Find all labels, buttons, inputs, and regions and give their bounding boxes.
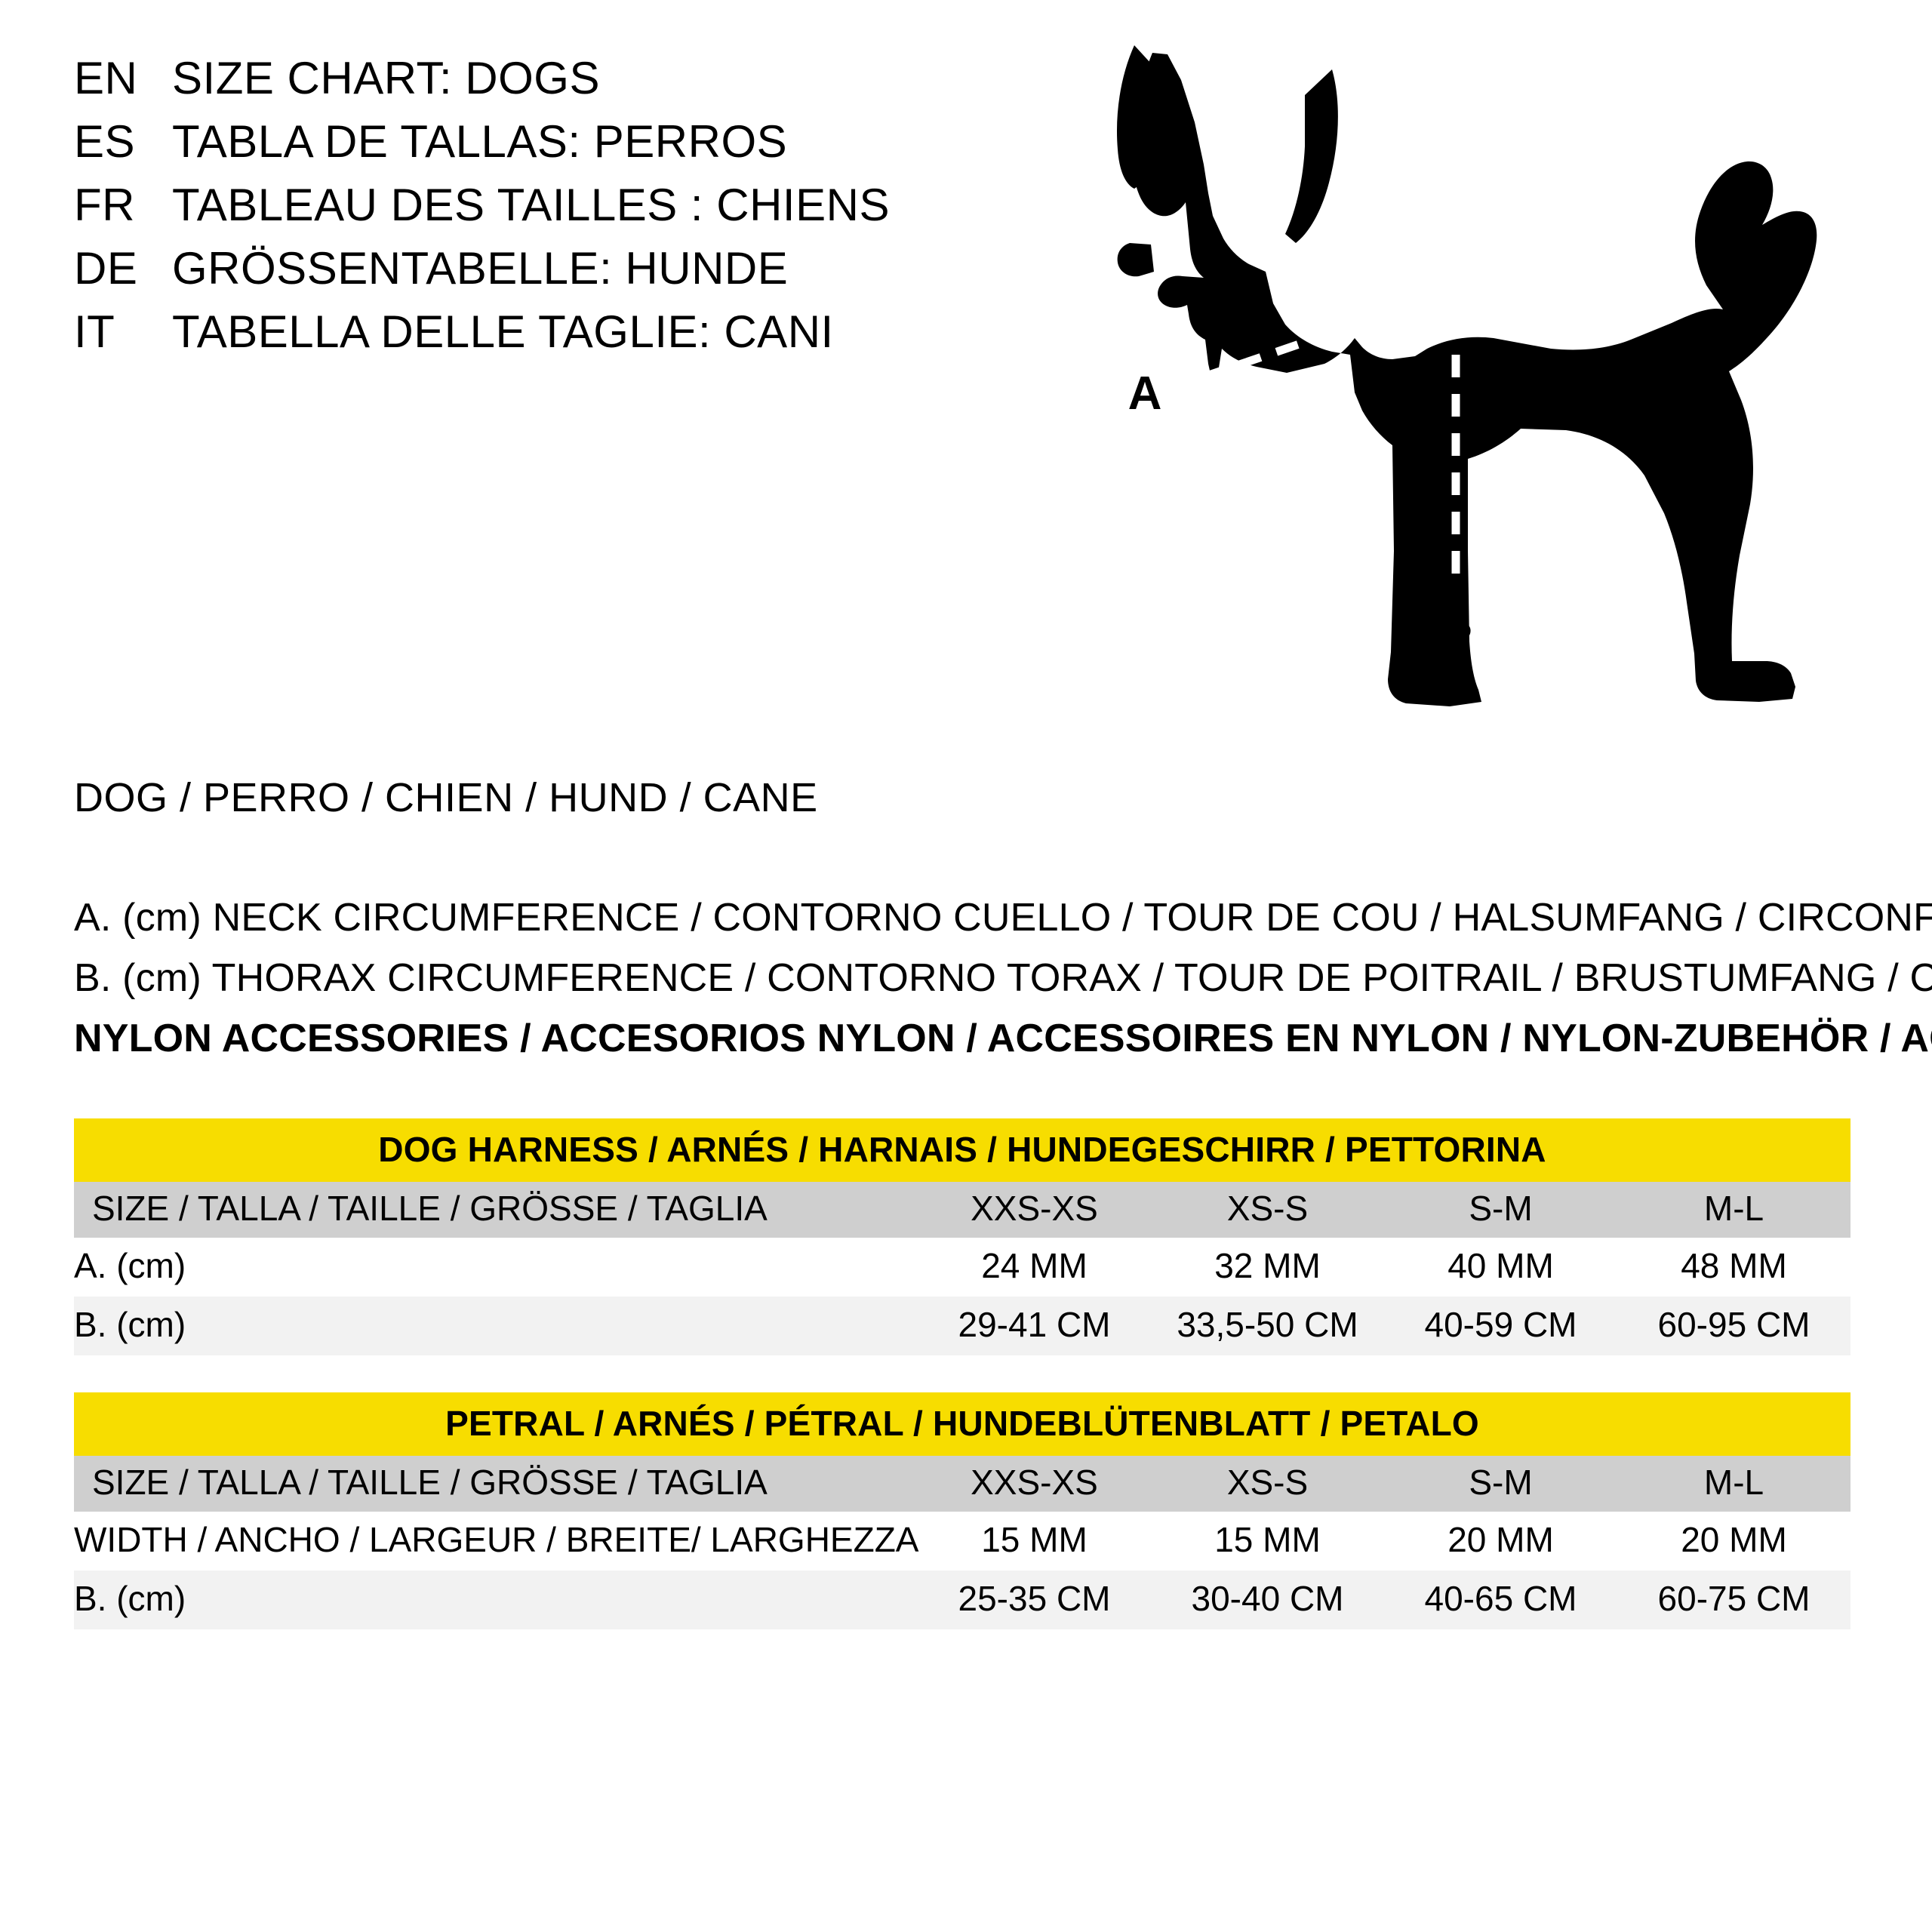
- petral-table: PETRAL / ARNÉS / PÉTRAL / HUNDEBLÜTENBLA…: [74, 1392, 1851, 1629]
- cell-b-m-l: 60-75 CM: [1617, 1571, 1851, 1629]
- table-title-row: DOG HARNESS / ARNÉS / HARNAIS / HUNDEGES…: [74, 1118, 1851, 1182]
- size-col-xs-s: XS-S: [1151, 1456, 1384, 1512]
- row-label-a: A. (cm): [74, 1238, 918, 1297]
- size-col-s-m: S-M: [1384, 1456, 1617, 1512]
- language-row-de: DE GRÖSSENTABELLE: HUNDE: [74, 237, 964, 300]
- language-code-fr: FR: [74, 180, 135, 230]
- size-col-xxs-xs: XXS-XS: [918, 1456, 1151, 1512]
- cell-b-xxs-xs: 25-35 CM: [918, 1571, 1151, 1629]
- row-label-b: B. (cm): [74, 1297, 918, 1355]
- row-label-width: WIDTH / ANCHO / LARGEUR / BREITE/ LARGHE…: [74, 1512, 918, 1571]
- cell-b-xs-s: 30-40 CM: [1151, 1571, 1384, 1629]
- cell-a-m-l: 48 MM: [1617, 1238, 1851, 1297]
- cell-width-s-m: 20 MM: [1384, 1512, 1617, 1571]
- language-row-fr: FR TABLEAU DES TAILLES : CHIENS: [74, 174, 964, 237]
- cell-a-xs-s: 32 MM: [1151, 1238, 1384, 1297]
- dog-caption: DOG / PERRO / CHIEN / HUND / CANE: [74, 775, 818, 820]
- dog-silhouette-icon: [1116, 45, 1817, 706]
- cell-width-xxs-xs: 15 MM: [918, 1512, 1151, 1571]
- table-row: B. (cm) 25-35 CM 30-40 CM 40-65 CM 60-75…: [74, 1571, 1851, 1629]
- dog-harness-title: DOG HARNESS / ARNÉS / HARNAIS / HUNDEGES…: [74, 1118, 1851, 1182]
- table-title-row: PETRAL / ARNÉS / PÉTRAL / HUNDEBLÜTENBLA…: [74, 1392, 1851, 1456]
- cell-width-xs-s: 15 MM: [1151, 1512, 1384, 1571]
- table-subheader-row: SIZE / TALLA / TAILLE / GRÖSSE / TAGLIA …: [74, 1456, 1851, 1512]
- size-col-xs-s: XS-S: [1151, 1182, 1384, 1238]
- size-col-xxs-xs: XXS-XS: [918, 1182, 1151, 1238]
- language-row-it: IT TABELLA DELLE TAGLIE: CANI: [74, 300, 964, 364]
- measure-label-a: A: [1128, 368, 1162, 420]
- measure-line-a: [1201, 318, 1362, 382]
- language-title-es: TABLA DE TALLAS: PERROS: [172, 116, 788, 167]
- language-code-es: ES: [74, 116, 136, 167]
- table-row: A. (cm) 24 MM 32 MM 40 MM 48 MM: [74, 1238, 1851, 1297]
- measure-label-b: B: [1439, 598, 1473, 651]
- size-label: SIZE / TALLA / TAILLE / GRÖSSE / TAGLIA: [74, 1182, 918, 1238]
- dog-harness-table: DOG HARNESS / ARNÉS / HARNAIS / HUNDEGES…: [74, 1118, 1851, 1355]
- measure-legend-a: A. (cm) NECK CIRCUMFERENCE / CONTORNO CU…: [74, 896, 1932, 940]
- language-title-en: SIZE CHART: DOGS: [172, 53, 600, 103]
- table-row: B. (cm) 29-41 CM 33,5-50 CM 40-59 CM 60-…: [74, 1297, 1851, 1355]
- cell-a-s-m: 40 MM: [1384, 1238, 1617, 1297]
- cell-b-m-l: 60-95 CM: [1617, 1297, 1851, 1355]
- cell-b-xs-s: 33,5-50 CM: [1151, 1297, 1384, 1355]
- language-title-it: TABELLA DELLE TAGLIE: CANI: [172, 306, 834, 357]
- language-code-it: IT: [74, 306, 115, 357]
- cell-width-m-l: 20 MM: [1617, 1512, 1851, 1571]
- petral-title: PETRAL / ARNÉS / PÉTRAL / HUNDEBLÜTENBLA…: [74, 1392, 1851, 1456]
- language-code-de: DE: [74, 243, 138, 294]
- table-row: WIDTH / ANCHO / LARGEUR / BREITE/ LARGHE…: [74, 1512, 1851, 1571]
- cell-b-s-m: 40-59 CM: [1384, 1297, 1617, 1355]
- language-code-en: EN: [74, 53, 138, 103]
- language-title-de: GRÖSSENTABELLE: HUNDE: [172, 243, 789, 294]
- language-row-es: ES TABLA DE TALLAS: PERROS: [74, 110, 964, 174]
- measurement-legend: A. (cm) NECK CIRCUMFERENCE / CONTORNO CU…: [74, 891, 1932, 1072]
- language-heading-block: EN SIZE CHART: DOGS ES TABLA DE TALLAS: …: [74, 47, 964, 364]
- size-col-m-l: M-L: [1617, 1456, 1851, 1512]
- dog-illustration: A B: [1098, 23, 1921, 845]
- language-row-en: EN SIZE CHART: DOGS: [74, 47, 964, 110]
- nylon-accessories-heading: NYLON ACCESSORIES / ACCESORIOS NYLON / A…: [74, 1017, 1932, 1060]
- cell-a-xxs-xs: 24 MM: [918, 1238, 1151, 1297]
- table-subheader-row: SIZE / TALLA / TAILLE / GRÖSSE / TAGLIA …: [74, 1182, 1851, 1238]
- measure-legend-b: B. (cm) THORAX CIRCUMFERENCE / CONTORNO …: [74, 956, 1932, 1000]
- cell-b-xxs-xs: 29-41 CM: [918, 1297, 1151, 1355]
- size-label: SIZE / TALLA / TAILLE / GRÖSSE / TAGLIA: [74, 1456, 918, 1512]
- row-label-b: B. (cm): [74, 1571, 918, 1629]
- size-col-s-m: S-M: [1384, 1182, 1617, 1238]
- cell-b-s-m: 40-65 CM: [1384, 1571, 1617, 1629]
- language-title-fr: TABLEAU DES TAILLES : CHIENS: [172, 180, 890, 230]
- size-col-m-l: M-L: [1617, 1182, 1851, 1238]
